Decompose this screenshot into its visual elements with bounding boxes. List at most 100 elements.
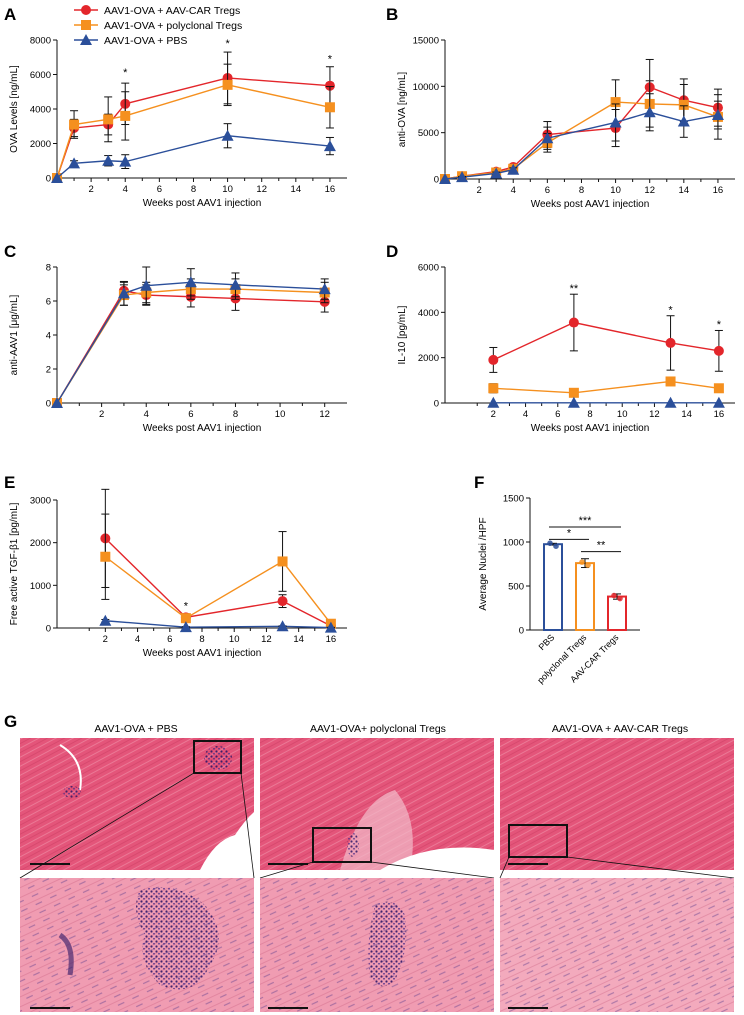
data-point [318, 283, 331, 295]
x-tick-label: 2 [491, 409, 496, 420]
x-tick-label: 8 [233, 409, 238, 420]
y-tick-label: 8 [46, 263, 51, 274]
data-point [664, 396, 677, 408]
replicate-point [547, 540, 553, 546]
data-point [490, 167, 503, 179]
panel-label-b: B [386, 5, 398, 24]
y-tick-label: 4000 [30, 105, 51, 116]
legend-label-pbs: AAV1-OVA + PBS [104, 35, 187, 47]
y-tick-label: 6 [46, 297, 51, 308]
data-point [609, 116, 622, 128]
data-point [677, 115, 690, 127]
replicate-point [579, 559, 585, 565]
bar-pbs [543, 543, 563, 632]
y-axis-label: anti-AAV1 [μg/mL] [9, 294, 20, 375]
data-point [140, 279, 153, 291]
significance-marker: * [184, 601, 189, 613]
x-tick-label: 16 [714, 409, 725, 420]
panel-label-e: E [4, 473, 15, 492]
panel-label-a: A [4, 5, 16, 24]
data-point [568, 317, 579, 328]
significance-marker: ** [570, 283, 579, 295]
x-tick-label: 12 [261, 634, 272, 645]
chart-a-ova-levels: 0 2000 4000 6000 8000 2 4 6 8 10 12 14 16 Weeks post … [9, 36, 347, 209]
data-point [51, 172, 63, 183]
y-tick-label: 6000 [30, 70, 51, 81]
data-point [665, 376, 676, 387]
x-tick-label: 16 [325, 184, 336, 195]
x-tick-label: 4 [123, 184, 128, 195]
chart-b-anti-ova: 0 5000 10000 15000 2 4 6 8 10 12 14 16 Weeks post AA… [397, 36, 735, 210]
data-point [179, 621, 192, 633]
data-point [488, 383, 499, 394]
x-tick-label: 12 [644, 185, 655, 196]
panel-label-f: F [474, 473, 484, 492]
series-pbs [99, 614, 337, 633]
y-axis-label: anti-OVA [ng/mL] [397, 72, 408, 148]
x-tick-label: 4 [523, 409, 528, 420]
data-point [277, 596, 288, 607]
y-tick-label: 0 [434, 175, 439, 186]
data-point [103, 114, 114, 125]
x-tick-label: 10 [222, 184, 233, 195]
series-line [56, 135, 331, 179]
series-line [56, 84, 331, 179]
histology-image-pbs-high [20, 878, 254, 1012]
data-point [51, 397, 63, 408]
x-axis-label: Weeks post AAV1 injection [531, 423, 650, 434]
data-point [324, 80, 335, 91]
significance-marker: * [567, 527, 572, 539]
data-point [713, 345, 724, 356]
data-point [277, 556, 288, 567]
data-point [120, 110, 131, 121]
data-point [276, 620, 289, 632]
significance-marker: * [717, 319, 722, 331]
chart-d-il10: 0 2000 4000 6000 2 4 6 8 10 12 14 16 Weeks post AAV1… [397, 263, 735, 434]
y-tick-label: 4 [46, 331, 51, 342]
series-line [56, 290, 325, 404]
x-tick-label: 12 [319, 409, 330, 420]
y-tick-label: 1000 [30, 581, 51, 592]
series-poly [488, 376, 724, 398]
series-line [104, 556, 332, 625]
data-point [456, 171, 469, 183]
x-tick-label: 2 [476, 185, 481, 196]
data-point [229, 278, 242, 290]
x-tick-label: 14 [291, 184, 302, 195]
series-line [105, 620, 331, 629]
x-tick-label: 10 [617, 409, 628, 420]
x-tick-label: 4 [511, 185, 516, 196]
data-point [221, 129, 234, 141]
x-axis-label: Weeks post AAV1 injection [143, 423, 262, 434]
legend-item-car: AAV1-OVA + AAV-CAR Tregs [74, 5, 240, 17]
significance-marker: * [328, 53, 333, 65]
x-tick-label: 14 [679, 185, 690, 196]
y-axis-label: Average Nuclei /HPF [478, 517, 489, 610]
y-tick-label: 5000 [418, 128, 439, 139]
x-axis-label: Weeks post AAV1 injection [531, 199, 650, 210]
x-tick-label: 10 [275, 409, 286, 420]
y-tick-label: 3000 [30, 496, 51, 507]
chart-c-anti-aav1: 0 2 4 6 8 2 4 6 8 10 12 Weeks post AAV1 injection an… [9, 263, 347, 434]
data-point [610, 97, 621, 108]
y-tick-label: 2000 [418, 353, 439, 364]
x-tick-label: 16 [326, 634, 337, 645]
y-axis-label: Free active TGF-β1 [pg/mL] [9, 502, 20, 625]
significance-marker: * [225, 38, 230, 50]
y-tick-label: 10000 [413, 82, 439, 93]
histology-panel: AAV1-OVA + PBS AAV1-OVA+ polyclonal Treg… [19, 723, 735, 1012]
panel-label-g: G [4, 712, 17, 731]
series-line [444, 101, 719, 180]
panel-label-d: D [386, 242, 398, 261]
bar-poly [575, 562, 595, 631]
y-tick-label: 0 [434, 399, 439, 410]
replicate-point [553, 543, 559, 549]
chart-e-tgf-beta1: 0 1000 2000 3000 2 4 6 8 10 12 14 16 Weeks post AAV1… [9, 488, 347, 659]
series-pbs [487, 396, 725, 408]
x-tick-label: 4 [135, 634, 140, 645]
y-tick-label: 1500 [503, 494, 524, 505]
x-axis-label: Weeks post AAV1 injection [143, 198, 262, 209]
legend: AAV1-OVA + AAV-CAR Tregs AAV1-OVA + poly… [74, 5, 242, 47]
series-line [444, 86, 719, 180]
histology-image-pbs-low [20, 738, 254, 870]
